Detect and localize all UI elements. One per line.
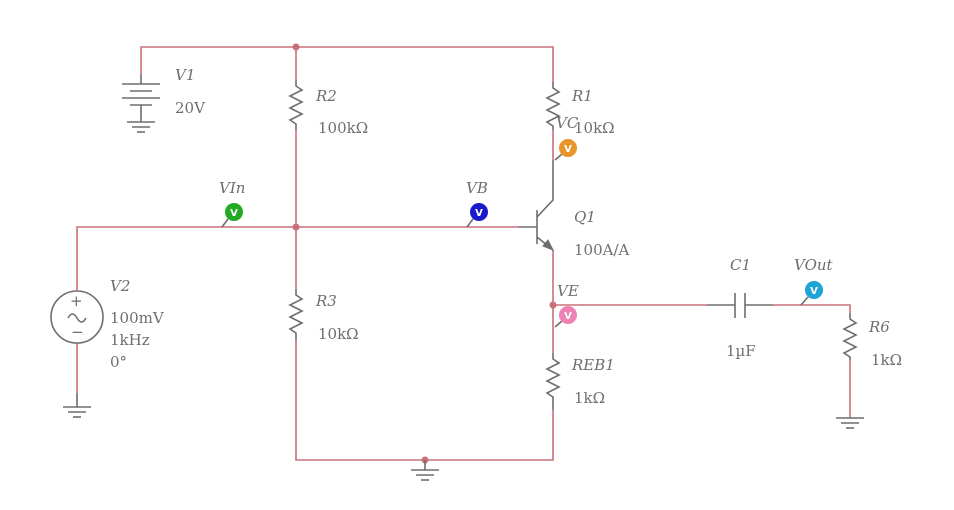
v2-frequency: 1kHz — [110, 331, 150, 349]
r2-value: 100kΩ — [318, 119, 368, 137]
r1-value: 10kΩ — [574, 119, 615, 137]
v1-value: 20V — [175, 99, 206, 117]
probe-vb-marker[interactable] — [470, 203, 488, 221]
junction-emitter — [549, 301, 557, 309]
junction-top — [292, 43, 300, 51]
reb1-name: REB1 — [571, 356, 615, 374]
probe-ve-label: VE — [557, 282, 579, 300]
probe-vout[interactable]: V — [800, 281, 823, 306]
probe-vb[interactable]: V — [466, 203, 488, 228]
probe-ve[interactable]: V — [554, 306, 577, 328]
v1-name: V1 — [175, 66, 195, 84]
svg-text:V: V — [230, 208, 238, 219]
q1-name: Q1 — [574, 208, 596, 226]
resistor-r3[interactable] — [288, 289, 304, 340]
q1-value: 100A/A — [574, 241, 630, 259]
capacitor-c1[interactable] — [707, 293, 773, 318]
r3-value: 10kΩ — [318, 325, 359, 343]
resistor-reb1[interactable] — [545, 353, 561, 410]
probe-vc-label: VC — [556, 114, 579, 132]
probe-vc-marker[interactable] — [559, 139, 577, 157]
r1-name: R1 — [571, 87, 593, 105]
svg-text:V: V — [564, 144, 572, 155]
r6-value: 1kΩ — [871, 351, 902, 369]
wire-input-base[interactable] — [76, 226, 518, 290]
resistor-r6[interactable] — [842, 313, 858, 360]
battery-v1[interactable] — [122, 75, 160, 133]
resistor-r2[interactable] — [288, 80, 304, 130]
probe-vin-label: VIn — [219, 179, 245, 197]
wire-bottom-rail[interactable] — [295, 340, 554, 461]
wire-top-rail[interactable] — [140, 46, 554, 82]
svg-text:V: V — [475, 208, 483, 219]
svg-text:V: V — [810, 286, 818, 297]
r3-name: R3 — [315, 292, 337, 310]
reb1-value: 1kΩ — [574, 389, 605, 407]
r2-name: R2 — [315, 87, 337, 105]
probe-vin[interactable]: V — [221, 203, 243, 228]
v2-phase: 0° — [110, 353, 127, 371]
transistor-q1[interactable] — [518, 160, 555, 251]
c1-name: C1 — [730, 256, 751, 274]
wire-cap-r6[interactable] — [773, 304, 851, 313]
svg-text:−: − — [71, 323, 84, 341]
v2-name: V2 — [110, 277, 130, 295]
ground-main — [411, 460, 439, 481]
probe-vb-label: VB — [466, 179, 488, 197]
probe-vc[interactable]: V — [554, 139, 577, 161]
probe-vout-marker[interactable] — [805, 281, 823, 299]
probe-vin-marker[interactable] — [225, 203, 243, 221]
junction-base — [292, 223, 300, 231]
v2-amplitude: 100mV — [110, 309, 165, 327]
c1-value: 1µF — [726, 342, 756, 360]
ground-v2 — [63, 393, 91, 418]
svg-text:+: + — [70, 292, 83, 310]
probe-ve-marker[interactable] — [559, 306, 577, 324]
ground-r6 — [836, 417, 864, 429]
svg-text:V: V — [564, 311, 572, 322]
probe-vout-label: VOut — [794, 256, 834, 274]
resistor-r1[interactable] — [545, 82, 561, 130]
r6-name: R6 — [868, 318, 890, 336]
ac-source-v2[interactable]: + − — [50, 290, 104, 344]
